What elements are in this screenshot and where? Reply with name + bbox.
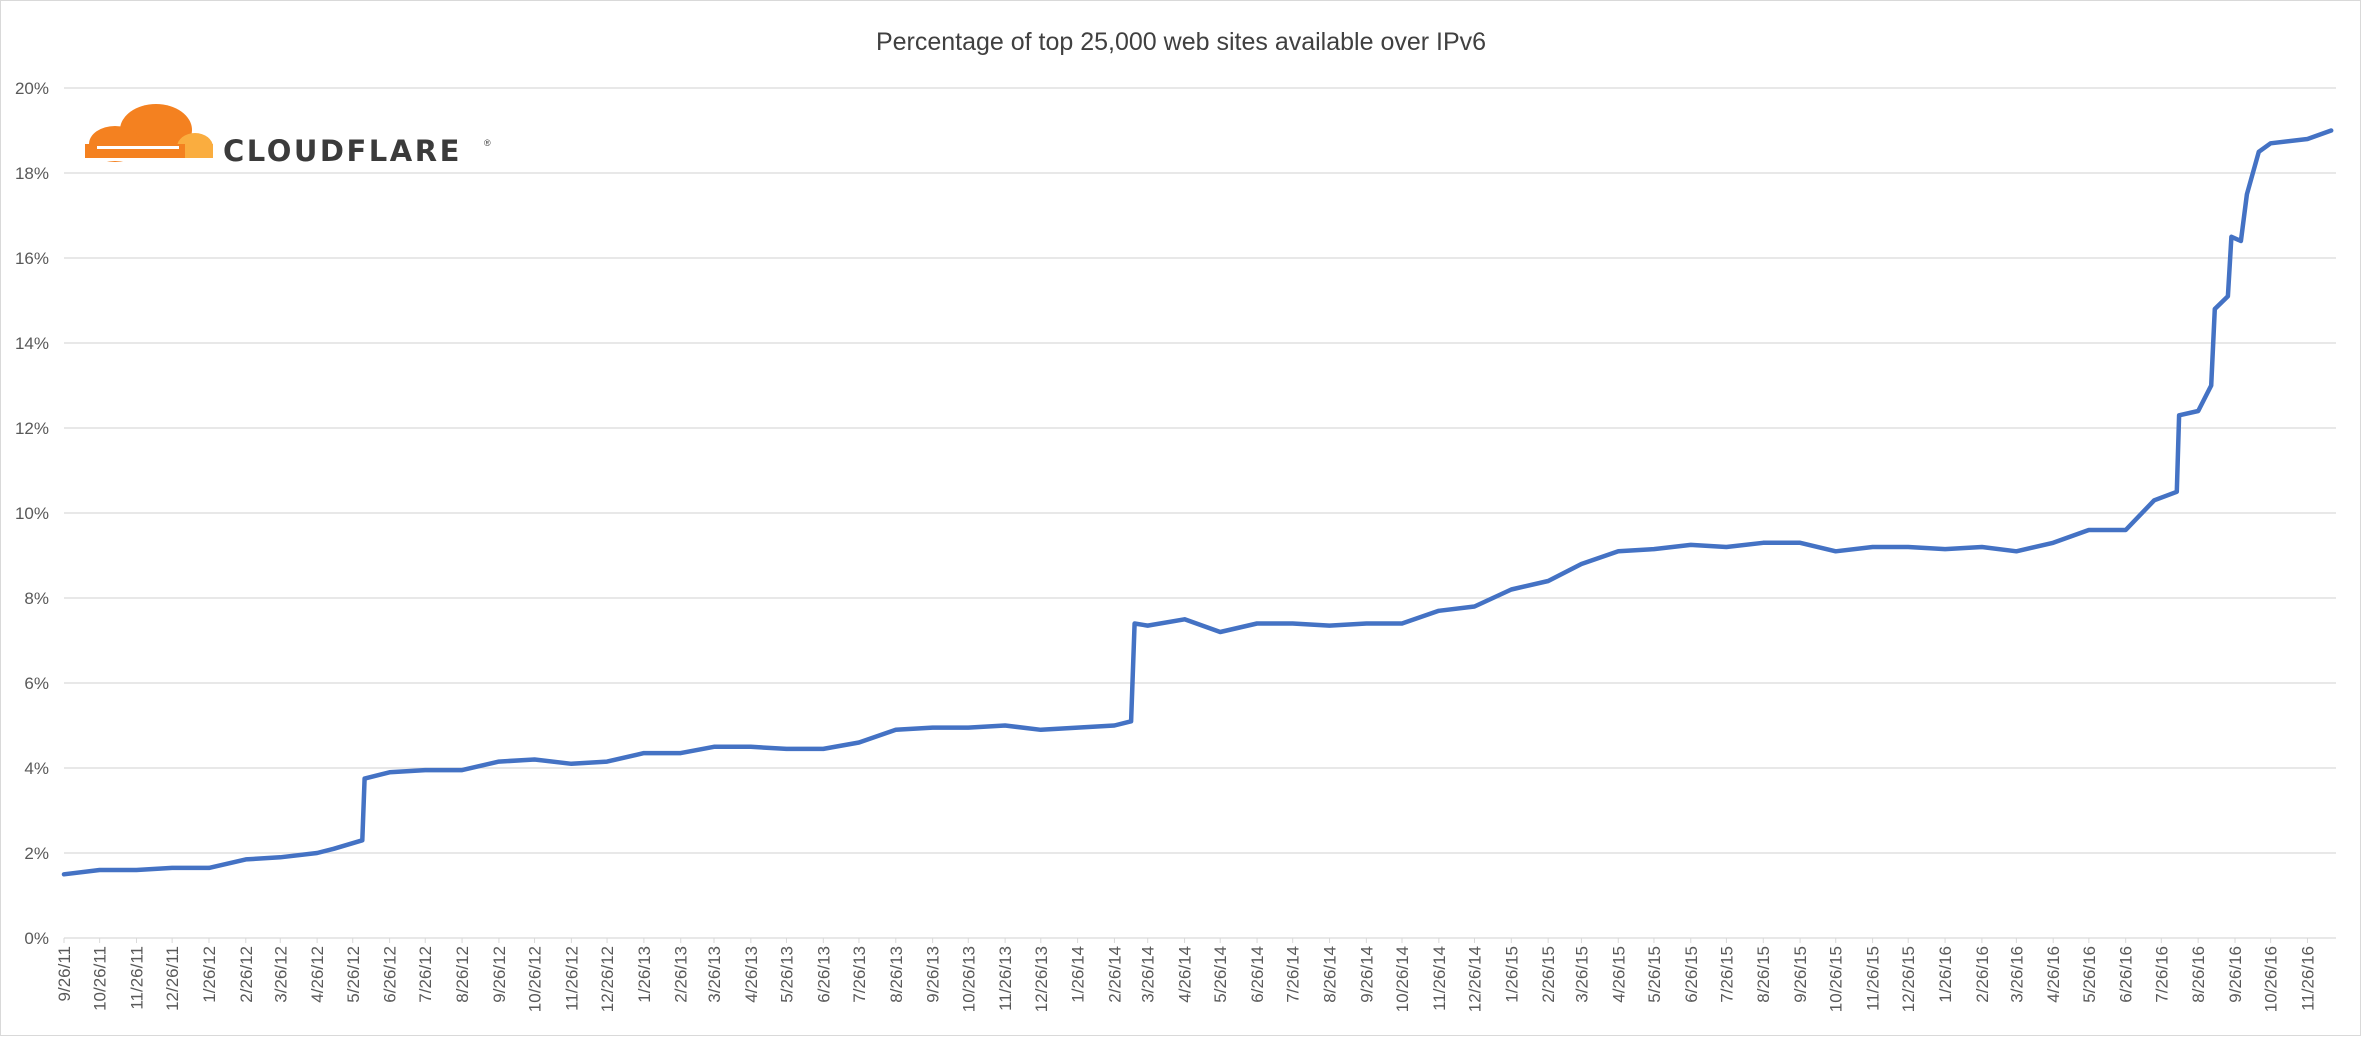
- chart-title: Percentage of top 25,000 web sites avail…: [876, 28, 1486, 56]
- x-tick-label: 10/26/13: [959, 946, 978, 1012]
- x-tick-label: 6/26/12: [381, 946, 400, 1003]
- x-tick-label: 9/26/11: [55, 946, 74, 1001]
- x-tick-label: 3/26/13: [705, 946, 724, 1003]
- y-tick-label: 12%: [15, 419, 49, 438]
- x-tick-label: 12/26/15: [1899, 946, 1918, 1012]
- x-tick-label: 5/26/14: [1211, 946, 1230, 1003]
- y-tick-label: 8%: [24, 589, 49, 608]
- series-line: [61, 128, 2334, 877]
- x-tick-label: 6/26/13: [814, 946, 833, 1003]
- x-tick-label: 1/26/13: [635, 946, 654, 1003]
- x-tick-label: 12/26/13: [1032, 946, 1051, 1012]
- x-tick-label: 7/26/13: [850, 946, 869, 1003]
- x-tick-label: 3/26/12: [271, 946, 290, 1003]
- x-tick-label: 2/26/15: [1539, 946, 1558, 1003]
- x-tick-label: 8/26/15: [1754, 946, 1773, 1003]
- x-tick-label: 9/26/12: [490, 946, 509, 1003]
- logo-text: CLOUDFLARE: [223, 134, 462, 168]
- y-tick-label: 10%: [15, 504, 49, 523]
- y-tick-label: 4%: [24, 759, 49, 778]
- x-tick-label: 2/26/13: [672, 946, 691, 1003]
- x-tick-label: 4/26/15: [1609, 946, 1628, 1003]
- x-tick-label: 4/26/12: [308, 946, 327, 1003]
- x-tick-label: 3/26/14: [1139, 946, 1158, 1003]
- x-tick-label: 8/26/16: [2189, 946, 2208, 1003]
- x-tick-label: 1/26/12: [200, 946, 219, 1003]
- x-tick-label: 9/26/13: [924, 946, 943, 1003]
- x-tick-label: 5/26/13: [777, 946, 796, 1003]
- x-tick-label: 1/26/16: [1936, 946, 1955, 1003]
- y-tick-label: 16%: [15, 249, 49, 268]
- x-tick-label: 1/26/14: [1069, 946, 1088, 1003]
- x-tick-label: 4/26/13: [742, 946, 761, 1003]
- x-tick-label: 2/26/14: [1105, 946, 1124, 1003]
- x-tick-label: 10/26/12: [526, 946, 545, 1012]
- x-tick-label: 8/26/13: [887, 946, 906, 1003]
- y-tick-label: 18%: [15, 164, 49, 183]
- x-tick-label: 7/26/12: [416, 946, 435, 1003]
- y-tick-label: 2%: [24, 844, 49, 863]
- x-tick-label: 6/26/15: [1682, 946, 1701, 1003]
- registered-mark-icon: ®: [484, 138, 491, 148]
- x-tick-label: 7/26/14: [1284, 946, 1303, 1003]
- x-tick-label: 8/26/14: [1321, 946, 1340, 1003]
- x-tick-label: 4/26/16: [2044, 946, 2063, 1003]
- x-tick-label: 6/26/16: [2117, 946, 2136, 1003]
- x-tick-label: 11/26/15: [1864, 946, 1883, 1011]
- x-tick-label: 10/26/16: [2262, 946, 2281, 1012]
- x-tick-label: 11/26/13: [996, 946, 1015, 1011]
- x-tick-label: 9/26/15: [1791, 946, 1810, 1003]
- x-tick-label: 12/26/14: [1465, 946, 1484, 1012]
- y-tick-label: 0%: [24, 929, 49, 948]
- x-tick-label: 9/26/14: [1357, 946, 1376, 1003]
- x-tick-label: 6/26/14: [1248, 946, 1267, 1003]
- x-tick-label: 11/26/16: [2298, 946, 2317, 1011]
- y-axis-ticks: 0% 2% 4% 6% 8% 10% 12% 14% 16% 18% 20%: [15, 79, 49, 948]
- x-tick-label: 7/26/16: [2152, 946, 2171, 1003]
- x-tick-label: 9/26/16: [2226, 946, 2245, 1003]
- y-tick-label: 6%: [24, 674, 49, 693]
- x-tick-label: 5/26/16: [2080, 946, 2099, 1003]
- x-tick-label: 5/26/15: [1645, 946, 1664, 1003]
- x-tick-label: 10/26/11: [91, 946, 110, 1011]
- gridlines: [64, 87, 2336, 939]
- x-tick-label: 11/26/11: [127, 946, 146, 1010]
- x-tick-label: 1/26/15: [1502, 946, 1521, 1003]
- x-tick-label: 7/26/15: [1717, 946, 1736, 1003]
- x-tick-label: 11/26/12: [562, 946, 581, 1011]
- x-tick-label: 12/26/12: [598, 946, 617, 1012]
- series-group: [61, 128, 2334, 877]
- x-tick-label: 2/26/16: [1973, 946, 1992, 1003]
- cloudflare-logo-icon: CLOUDFLARE ®: [85, 104, 491, 168]
- x-tick-label: 3/26/16: [2007, 946, 2026, 1003]
- y-tick-label: 20%: [15, 79, 49, 98]
- x-tick-label: 8/26/12: [453, 946, 472, 1003]
- x-tick-label: 3/26/15: [1572, 946, 1591, 1003]
- x-axis-ticks: 9/26/11 10/26/11 11/26/11 12/26/11 1/26/12 2/…: [55, 938, 2317, 1012]
- x-tick-label: 4/26/14: [1176, 946, 1195, 1003]
- x-tick-label: 2/26/12: [237, 946, 256, 1003]
- x-tick-label: 10/26/14: [1393, 946, 1412, 1012]
- x-tick-label: 12/26/11: [163, 946, 182, 1011]
- cloud-icon: [85, 104, 213, 162]
- x-tick-label: 5/26/12: [344, 946, 363, 1003]
- x-tick-label: 11/26/14: [1430, 946, 1449, 1011]
- x-tick-label: 10/26/15: [1827, 946, 1846, 1012]
- y-tick-label: 14%: [15, 334, 49, 353]
